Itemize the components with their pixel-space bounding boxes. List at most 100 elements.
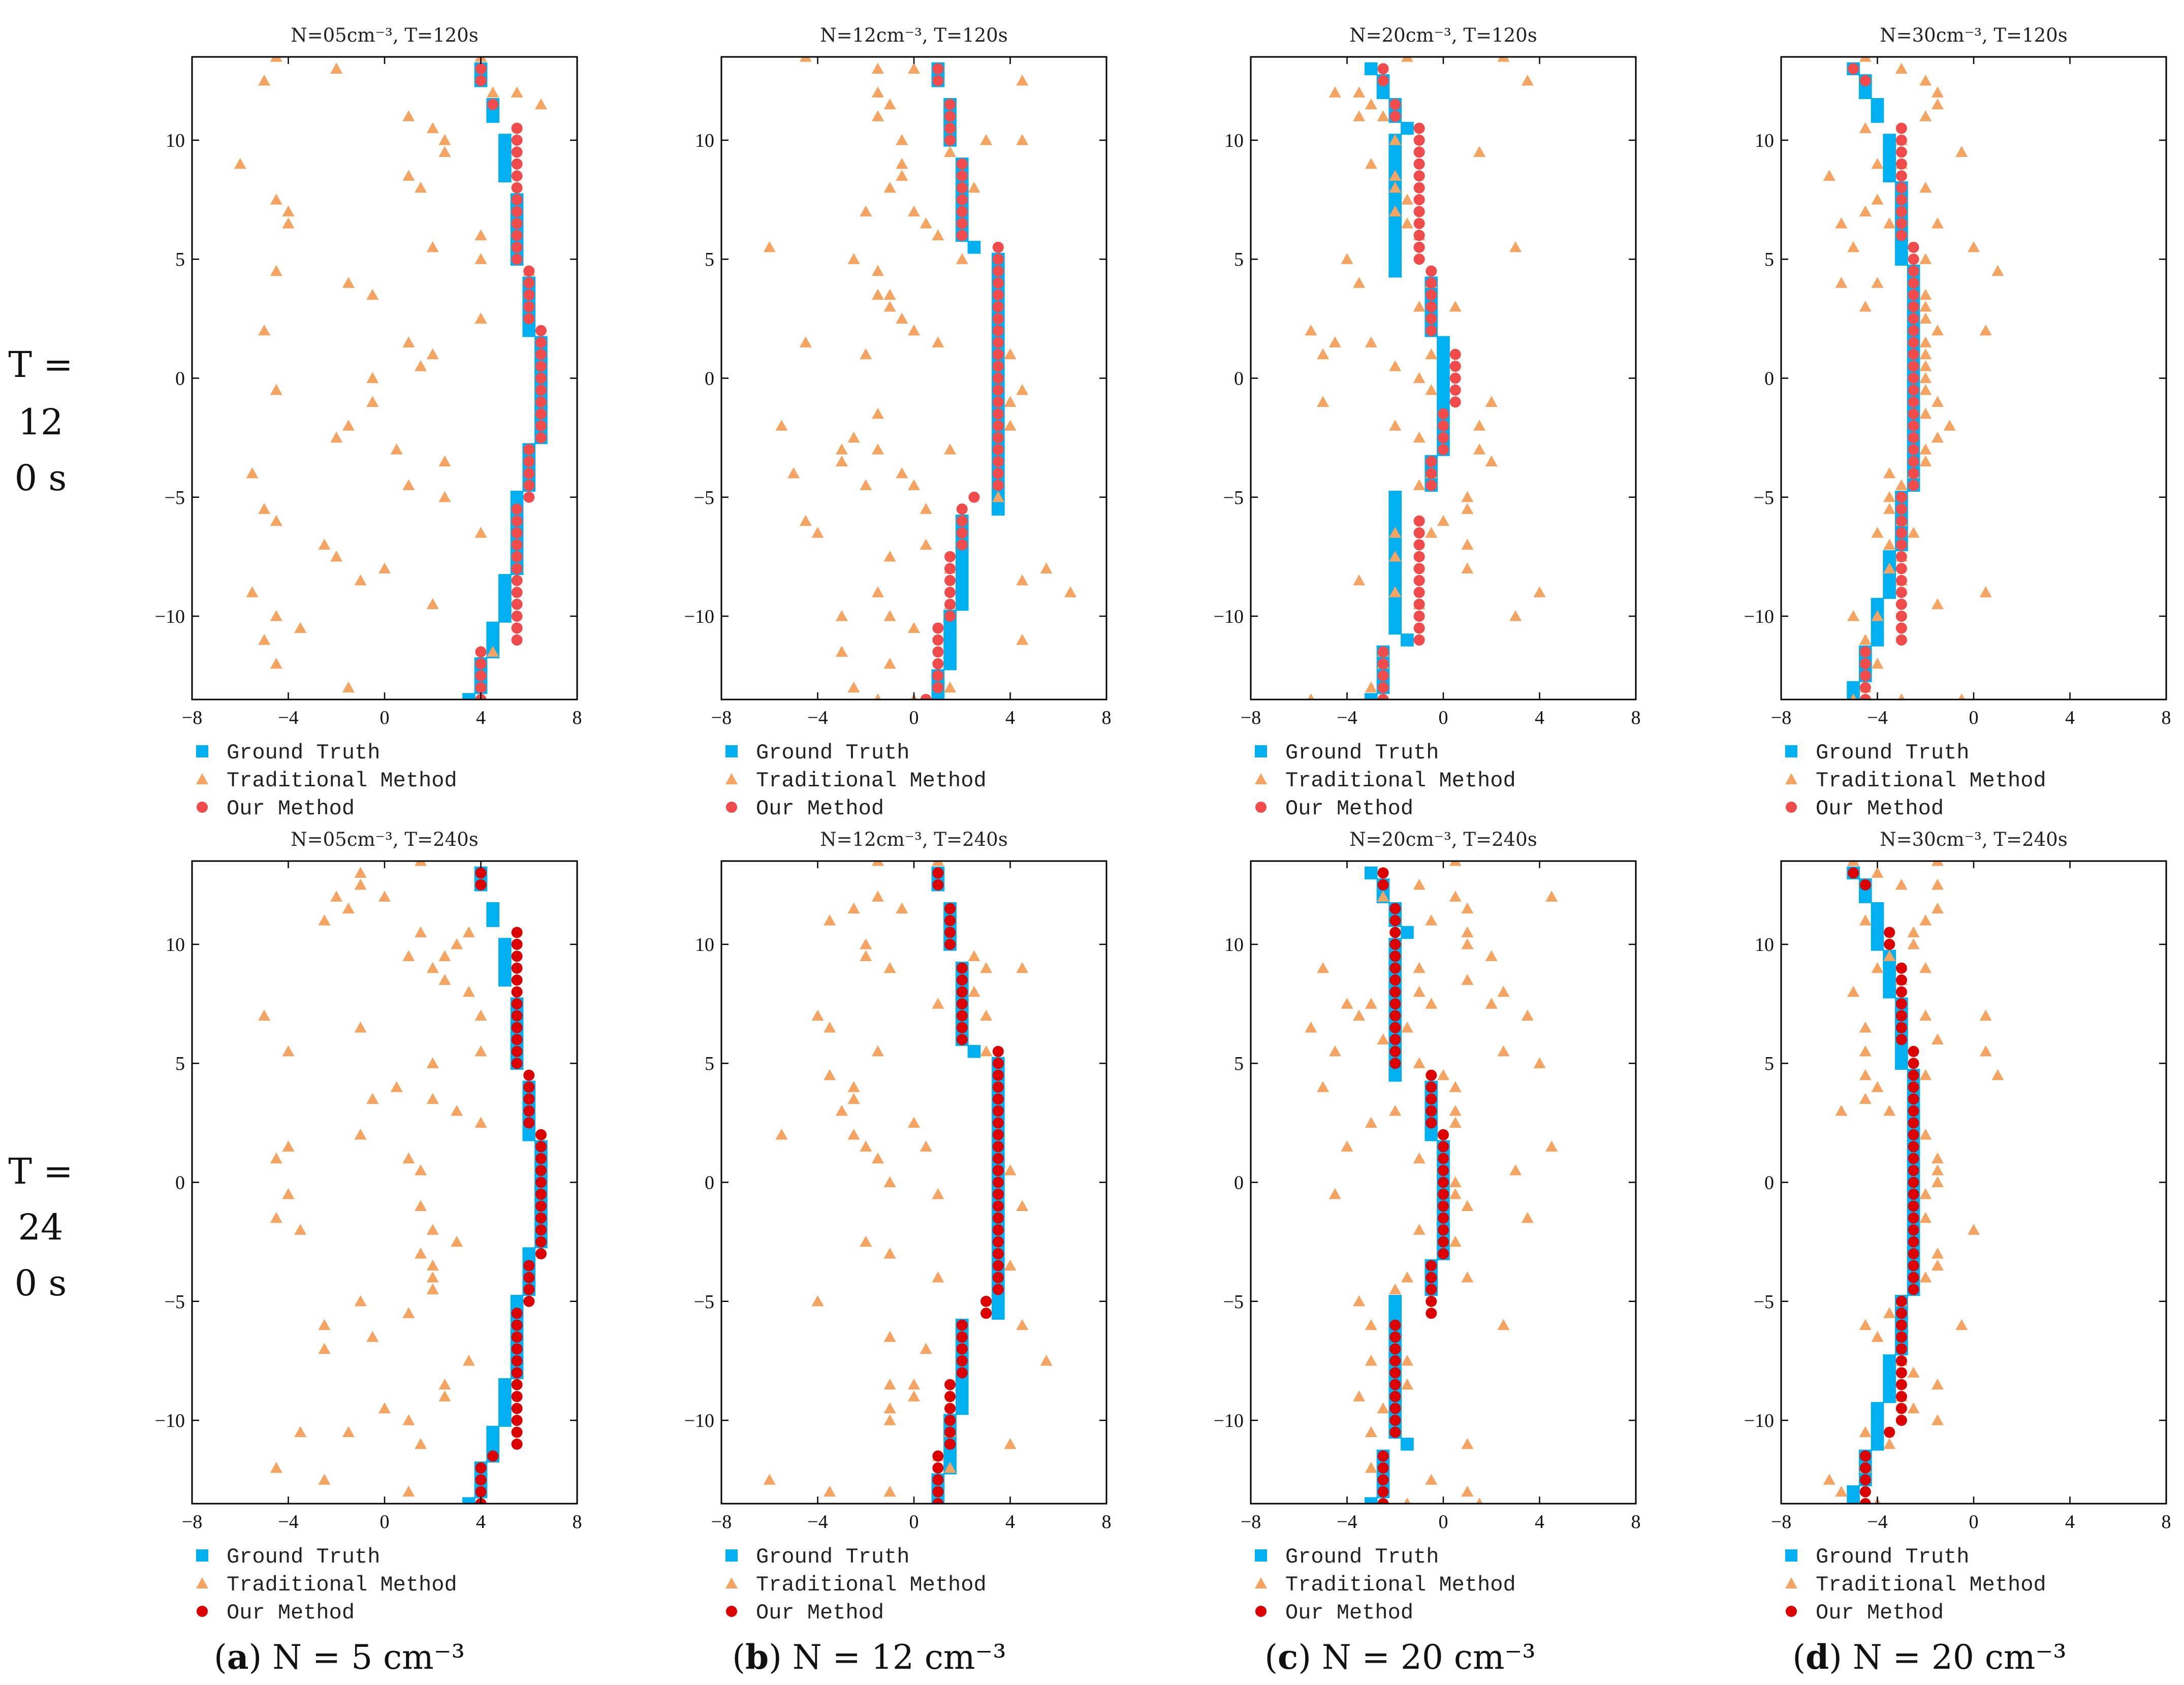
- traditional-point: [1425, 998, 1438, 1009]
- x-tick-label: 0: [1439, 707, 1448, 728]
- our-method-point: [511, 503, 523, 515]
- our-method-point: [1413, 551, 1425, 562]
- our-method-point: [1895, 598, 1907, 610]
- our-method-point: [1426, 456, 1437, 467]
- traditional-point: [415, 1200, 427, 1211]
- y-tick-label: −10: [684, 1410, 714, 1432]
- traditional-point: [847, 681, 860, 693]
- ground-truth-point: [1401, 121, 1414, 135]
- ground-truth-point: [498, 938, 512, 951]
- ground-truth-point: [1388, 217, 1402, 230]
- ground-truth-point: [1871, 938, 1884, 951]
- our-method-point: [1908, 1165, 1919, 1177]
- our-method-point: [1895, 1415, 1907, 1426]
- our-method-point: [523, 1105, 535, 1117]
- traditional-point: [354, 1295, 367, 1307]
- our-method-point: [992, 456, 1004, 467]
- our-method-point: [1426, 301, 1437, 312]
- our-method-point: [1413, 611, 1425, 622]
- our-method-point: [1413, 206, 1425, 217]
- traditional-point: [874, 693, 881, 700]
- traditional-point: [330, 891, 343, 902]
- our-method-point: [1438, 420, 1449, 432]
- our-method-point: [523, 265, 535, 277]
- our-method-point: [992, 1248, 1004, 1260]
- our-method-point: [1908, 1058, 1919, 1069]
- traditional-point: [908, 1378, 920, 1390]
- our-method-point: [523, 1271, 535, 1283]
- traditional-point: [366, 1093, 379, 1104]
- traditional-point: [1509, 610, 1522, 621]
- traditional-point: [270, 610, 282, 621]
- traditional-point: [896, 467, 908, 479]
- traditional-point: [1943, 420, 1956, 431]
- traditional-point: [980, 962, 993, 973]
- traditional-point: [956, 253, 968, 264]
- our-method-point: [523, 1093, 535, 1105]
- our-method-point: [992, 1177, 1004, 1188]
- traditional-point: [1931, 217, 1944, 229]
- our-method-point: [992, 1260, 1004, 1271]
- our-method-point: [1426, 325, 1437, 336]
- traditional-point: [1931, 1414, 1944, 1425]
- our-method-point: [1389, 1379, 1401, 1390]
- ground-truth-point: [1388, 229, 1402, 242]
- ground-truth-point: [1388, 145, 1402, 159]
- traditional-point: [835, 646, 848, 657]
- traditional-point: [1341, 998, 1353, 1009]
- traditional-point: [426, 598, 439, 610]
- ground-truth-point: [1401, 926, 1414, 939]
- traditional-point: [1859, 633, 1872, 645]
- traditional-point: [1931, 98, 1944, 110]
- traditional-point: [462, 1354, 475, 1366]
- y-tick-label: 0: [705, 1172, 714, 1194]
- our-method-point: [944, 611, 956, 622]
- traditional-point: [402, 1152, 415, 1164]
- our-method-point: [523, 467, 535, 479]
- traditional-point: [1413, 431, 1426, 443]
- our-method-point: [1895, 1367, 1907, 1379]
- traditional-point: [1016, 384, 1029, 395]
- our-method-point: [1908, 1188, 1919, 1200]
- ground-truth-point: [1871, 1414, 1884, 1427]
- x-tick-label: −8: [182, 1511, 202, 1533]
- our-method-point: [932, 879, 944, 891]
- our-method-point: [1389, 915, 1401, 927]
- caption-b-text: N = 12 cm⁻³: [793, 1638, 1006, 1677]
- our-method-point: [992, 396, 1004, 408]
- traditional-point: [1835, 277, 1848, 288]
- traditional-point: [474, 1045, 487, 1057]
- ground-truth-point: [1388, 597, 1402, 611]
- y-tick-label: 10: [695, 934, 714, 956]
- y-tick-label: −5: [694, 487, 714, 508]
- traditional-point: [354, 1021, 367, 1033]
- traditional-point: [824, 914, 836, 926]
- x-tick-label: 4: [476, 1511, 486, 1533]
- traditional-point: [1353, 86, 1366, 98]
- traditional-point: [1907, 938, 1920, 949]
- ground-truth-point: [1895, 1045, 1908, 1058]
- our-method-point: [535, 1153, 547, 1164]
- traditional-point: [1968, 1224, 1980, 1235]
- traditional-point: [1377, 1033, 1389, 1044]
- our-method-point: [511, 170, 523, 182]
- y-tick-label: 5: [705, 1053, 714, 1074]
- traditional-point: [1401, 1378, 1413, 1390]
- plot-area: [763, 861, 1053, 1504]
- traditional-point: [1461, 1271, 1474, 1283]
- legend-traditional-label: Traditional Method: [1285, 769, 1516, 793]
- our-method-point: [535, 1212, 547, 1224]
- ground-truth-point: [1895, 241, 1908, 254]
- traditional-point: [1919, 300, 1932, 312]
- traditional-point: [1931, 1176, 1944, 1188]
- legend-ground-truth-label: Ground Truth: [1816, 1545, 1969, 1569]
- our-method-point: [1895, 563, 1907, 575]
- ground-truth-point: [1883, 586, 1896, 599]
- traditional-point: [1968, 241, 1980, 252]
- traditional-point: [342, 1426, 355, 1438]
- traditional-point: [1365, 1461, 1377, 1473]
- traditional-point: [270, 194, 282, 205]
- panel-title: N=30cm⁻³, T=240s: [1880, 829, 2067, 850]
- our-method-point: [523, 1069, 535, 1081]
- our-method-point: [1895, 194, 1907, 206]
